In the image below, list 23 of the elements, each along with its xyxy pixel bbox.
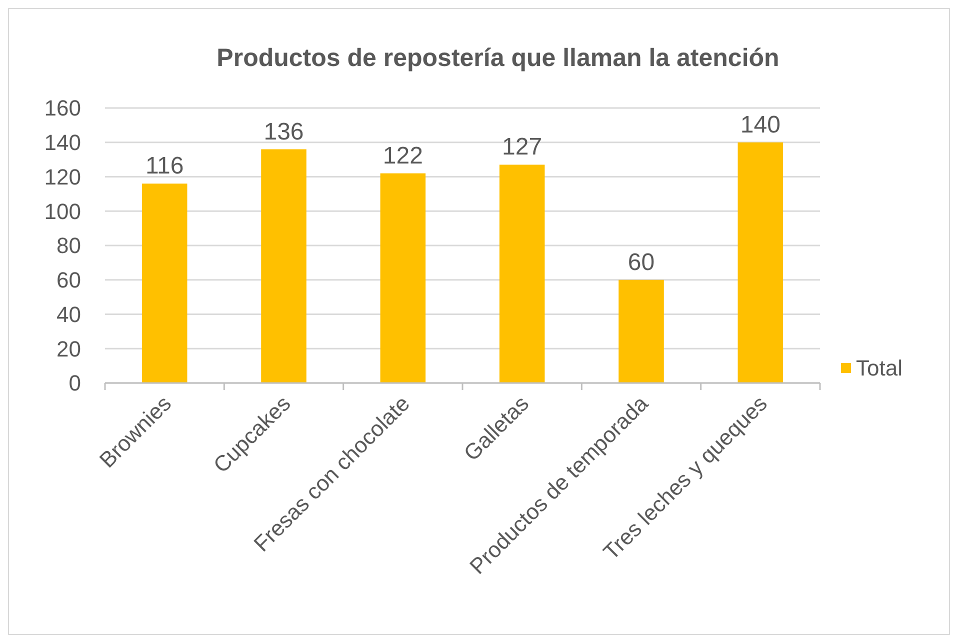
y-tick-label: 20 bbox=[56, 336, 81, 362]
y-tick-label: 120 bbox=[44, 164, 81, 190]
chart-title: Productos de repostería que llaman la atención bbox=[216, 44, 780, 72]
y-tick-label: 80 bbox=[56, 233, 81, 258]
data-label: 140 bbox=[740, 111, 780, 138]
y-tick-label: 140 bbox=[44, 130, 81, 156]
data-label: 116 bbox=[145, 152, 184, 180]
y-tick-label: 40 bbox=[56, 302, 81, 327]
y-tick-label: 0 bbox=[68, 370, 81, 396]
bar bbox=[738, 142, 784, 383]
data-label: 122 bbox=[382, 142, 423, 170]
y-tick-label: 100 bbox=[44, 198, 81, 224]
data-label: 127 bbox=[502, 134, 542, 161]
bar bbox=[499, 164, 545, 383]
bar bbox=[142, 184, 188, 383]
data-label: 60 bbox=[628, 248, 655, 276]
legend-label: Total bbox=[856, 356, 902, 381]
y-tick-label: 160 bbox=[44, 96, 81, 121]
bar bbox=[261, 149, 306, 383]
y-tick-label: 60 bbox=[56, 268, 81, 293]
bar bbox=[380, 173, 426, 383]
bar bbox=[618, 280, 664, 383]
data-label: 136 bbox=[264, 118, 304, 146]
